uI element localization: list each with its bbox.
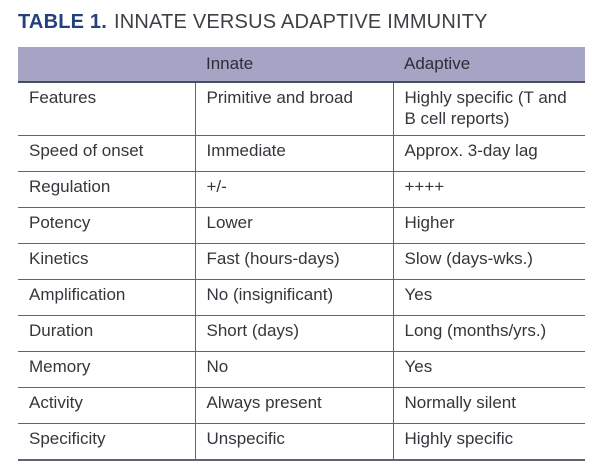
adaptive-cell: Normally silent [392,387,585,424]
innate-cell: Primitive and broad [194,82,393,136]
innate-cell: Immediate [194,135,393,172]
adaptive-cell: Slow (days-wks.) [392,243,585,280]
row-label: Features [18,82,195,136]
header-cell-adaptive: Adaptive [393,47,585,83]
table-row: Memory No Yes [18,351,585,388]
innate-vs-adaptive-table: Innate Adaptive Features Primitive and b… [18,47,585,461]
adaptive-cell: Yes [392,279,585,316]
table-row: Potency Lower Higher [18,207,585,244]
header-row: Innate Adaptive [18,47,585,83]
table-row: Amplification No (insignificant) Yes [18,279,585,316]
row-label: Potency [18,207,195,244]
adaptive-cell: Highly specific [392,423,585,461]
table-row: Kinetics Fast (hours-days) Slow (days-wk… [18,243,585,280]
table-row: Activity Always present Normally silent [18,387,585,424]
innate-cell: No (insignificant) [194,279,393,316]
row-label: Speed of onset [18,135,195,172]
table-row: Specificity Unspecific Highly specific [18,423,585,461]
row-label: Regulation [18,171,195,208]
innate-cell: No [194,351,393,388]
table-row: Features Primitive and broad Highly spec… [18,82,585,136]
row-label: Kinetics [18,243,195,280]
table-caption-label: TABLE 1. [18,11,108,33]
innate-cell: Lower [194,207,393,244]
table-row: Duration Short (days) Long (months/yrs.) [18,315,585,352]
table-caption-title: INNATE VERSUS ADAPTIVE IMMUNITY [114,11,488,33]
adaptive-cell: Yes [392,351,585,388]
adaptive-cell: Long (months/yrs.) [392,315,585,352]
adaptive-cell: Higher [392,207,585,244]
row-label: Memory [18,351,195,388]
innate-cell: Short (days) [194,315,393,352]
row-label: Specificity [18,423,195,461]
table-caption: TABLE 1. INNATE VERSUS ADAPTIVE IMMUNITY [18,10,585,34]
header-cell-innate: Innate [195,47,393,83]
innate-cell: Unspecific [194,423,393,461]
table-row: Regulation +/- ++++ [18,171,585,208]
row-label: Activity [18,387,195,424]
innate-cell: Fast (hours-days) [194,243,393,280]
row-label: Amplification [18,279,195,316]
adaptive-cell: Approx. 3-day lag [392,135,585,172]
row-label: Duration [18,315,195,352]
innate-cell: Always present [194,387,393,424]
table-header: Innate Adaptive [18,47,585,83]
adaptive-cell: ++++ [392,171,585,208]
header-cell-empty [18,47,195,83]
innate-cell: +/- [194,171,393,208]
adaptive-cell: Highly specific (T and B cell reports) [392,82,585,136]
table-body: Features Primitive and broad Highly spec… [18,82,585,461]
table-row: Speed of onset Immediate Approx. 3-day l… [18,135,585,172]
